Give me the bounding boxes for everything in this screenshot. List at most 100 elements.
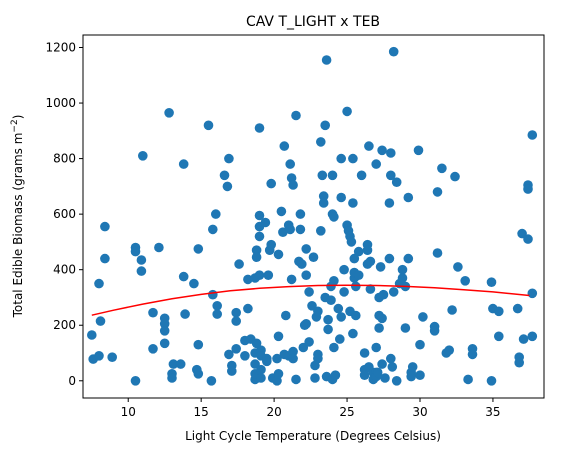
- data-point: [374, 323, 384, 333]
- data-point: [224, 349, 234, 360]
- data-point: [130, 376, 141, 386]
- data-point: [212, 309, 222, 319]
- data-point: [167, 373, 177, 383]
- y-tick-label: 1000: [45, 96, 76, 110]
- plot-area: [82, 34, 545, 399]
- data-point: [527, 288, 538, 299]
- data-point: [384, 198, 395, 208]
- data-point: [208, 289, 218, 300]
- fit-line: [91, 284, 530, 316]
- data-point: [148, 344, 158, 354]
- data-point: [136, 255, 147, 265]
- data-point: [203, 120, 214, 131]
- data-point: [432, 248, 443, 258]
- data-point: [254, 231, 265, 242]
- data-point: [342, 106, 352, 117]
- data-point: [193, 339, 204, 350]
- data-point: [262, 356, 272, 367]
- data-point: [486, 376, 497, 386]
- data-point: [164, 108, 174, 118]
- data-point: [371, 342, 382, 353]
- data-point: [211, 209, 221, 219]
- data-point: [407, 362, 418, 372]
- data-point: [94, 278, 104, 289]
- data-point: [384, 253, 395, 264]
- data-point: [351, 281, 361, 292]
- data-point: [278, 227, 288, 237]
- data-point: [297, 259, 307, 269]
- data-point: [326, 295, 336, 306]
- data-point: [254, 123, 265, 133]
- data-point: [285, 224, 296, 235]
- y-tick-label: 400: [53, 263, 76, 277]
- data-point: [193, 244, 204, 254]
- data-point: [219, 170, 230, 181]
- data-point: [107, 352, 117, 363]
- data-point: [388, 287, 399, 297]
- data-point: [193, 369, 204, 379]
- data-point: [523, 184, 533, 194]
- data-point: [415, 370, 425, 381]
- data-point: [175, 359, 186, 369]
- data-point: [273, 369, 284, 379]
- data-point: [251, 338, 262, 349]
- data-point: [444, 345, 455, 356]
- data-point: [95, 316, 106, 326]
- data-point: [348, 198, 358, 208]
- data-point: [378, 289, 389, 300]
- data-point: [136, 266, 147, 276]
- data-point: [260, 217, 271, 228]
- x-tick-label: 10: [121, 405, 136, 419]
- data-point: [231, 316, 241, 326]
- data-point: [180, 309, 190, 319]
- data-point: [286, 274, 297, 285]
- data-point: [208, 224, 218, 235]
- data-point: [330, 370, 341, 381]
- data-point: [256, 364, 266, 375]
- data-point: [263, 270, 274, 281]
- data-point: [231, 307, 241, 318]
- x-tick-label: 30: [412, 405, 427, 419]
- data-point: [418, 312, 428, 322]
- data-point: [365, 256, 376, 267]
- data-point: [159, 338, 170, 349]
- data-point: [159, 319, 170, 329]
- data-point: [336, 192, 347, 203]
- data-point: [291, 374, 301, 385]
- data-point: [272, 353, 282, 364]
- data-point: [251, 252, 262, 262]
- data-point: [372, 367, 383, 378]
- data-point: [527, 130, 538, 140]
- data-point: [276, 206, 287, 217]
- data-point: [437, 163, 447, 174]
- data-point: [321, 55, 332, 65]
- data-point: [291, 110, 301, 121]
- data-point: [329, 212, 339, 222]
- data-point: [463, 374, 473, 385]
- data-point: [348, 328, 358, 339]
- y-tick-label: 600: [53, 207, 76, 221]
- data-point: [148, 307, 158, 318]
- data-point: [178, 159, 189, 169]
- data-point: [365, 284, 376, 294]
- data-point: [351, 310, 361, 321]
- data-point: [329, 276, 339, 286]
- data-point: [327, 170, 338, 181]
- data-point: [333, 303, 344, 314]
- data-point: [281, 310, 291, 321]
- data-point: [413, 145, 424, 156]
- data-point: [100, 221, 110, 232]
- data-point: [310, 373, 320, 383]
- data-point: [386, 353, 396, 364]
- x-tick-label: 15: [194, 405, 209, 419]
- data-point: [339, 287, 349, 297]
- plot-frame: [82, 34, 545, 399]
- data-point: [377, 359, 387, 369]
- data-point: [318, 191, 329, 201]
- data-point: [222, 181, 233, 192]
- x-axis-label: Light Cycle Temperature (Degrees Celsius…: [185, 429, 441, 443]
- data-point: [206, 376, 217, 386]
- data-point: [243, 303, 253, 314]
- data-point: [432, 187, 443, 197]
- data-point: [138, 151, 148, 161]
